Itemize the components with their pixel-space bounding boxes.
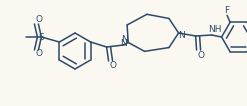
Text: O: O [36, 15, 43, 24]
Text: O: O [109, 61, 116, 70]
Text: O: O [197, 50, 204, 59]
Text: N: N [178, 31, 185, 40]
Text: N: N [120, 39, 126, 48]
Text: NH: NH [208, 26, 221, 34]
Text: F: F [225, 6, 230, 15]
Text: S: S [39, 33, 44, 42]
Text: N: N [121, 36, 128, 45]
Text: O: O [36, 50, 43, 59]
